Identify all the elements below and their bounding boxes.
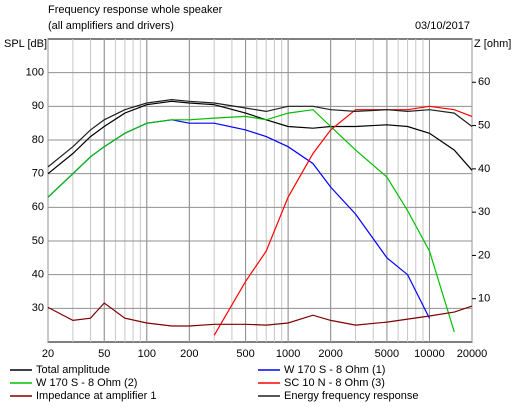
x-tick-label: 20 — [42, 348, 54, 360]
legend-label: Energy frequency response — [284, 390, 419, 402]
x-tick-label: 100 — [138, 348, 156, 360]
series-line — [47, 302, 473, 327]
x-tick-label: 500 — [236, 348, 254, 360]
y-tick-label: 30 — [32, 302, 44, 314]
y-tick-label: 40 — [32, 269, 44, 281]
y-tick-label: 100 — [26, 67, 44, 79]
legend-label: W 170 S - 8 Ohm (2) — [36, 377, 137, 389]
x-tick-label: 2000 — [318, 348, 342, 360]
x-tick-label: 200 — [180, 348, 198, 360]
y2-tick-label: 10 — [478, 293, 490, 305]
series-line — [47, 109, 455, 333]
chart-date: 03/10/2017 — [415, 20, 470, 32]
series-line — [47, 100, 473, 175]
y2-tick-label: 20 — [478, 249, 490, 261]
x-tick-label: 10000 — [414, 348, 445, 360]
x-tick-label: 1000 — [276, 348, 300, 360]
legend-label: Impedance at amplifier 1 — [36, 390, 156, 402]
x-tick-label: 5000 — [375, 348, 399, 360]
y2-tick-label: 60 — [478, 76, 490, 88]
x-tick-label: 50 — [98, 348, 110, 360]
y2-tick-label: 40 — [478, 163, 490, 175]
series-line — [213, 105, 473, 336]
y2-tick-label: 50 — [478, 119, 490, 131]
plot-area — [47, 38, 473, 343]
y2-axis-label: Z [ohm] — [474, 38, 511, 50]
chart-subtitle: (all amplifiers and drivers) — [48, 20, 174, 32]
y-tick-label: 80 — [32, 134, 44, 146]
legend-label: W 170 S - 8 Ohm (1) — [284, 364, 385, 376]
y-tick-label: 50 — [32, 235, 44, 247]
chart-title: Frequency response whole speaker — [48, 4, 223, 16]
y-tick-label: 70 — [32, 168, 44, 180]
y-axis-label: SPL [dB] — [4, 38, 47, 50]
y2-tick-label: 30 — [478, 206, 490, 218]
legend-label: SC 10 N - 8 Ohm (3) — [284, 377, 385, 389]
y-tick-label: 90 — [32, 100, 44, 112]
y-tick-label: 60 — [32, 201, 44, 213]
x-tick-label: 20000 — [457, 348, 488, 360]
series-line — [47, 98, 473, 168]
legend-label: Total amplitude — [36, 364, 110, 376]
